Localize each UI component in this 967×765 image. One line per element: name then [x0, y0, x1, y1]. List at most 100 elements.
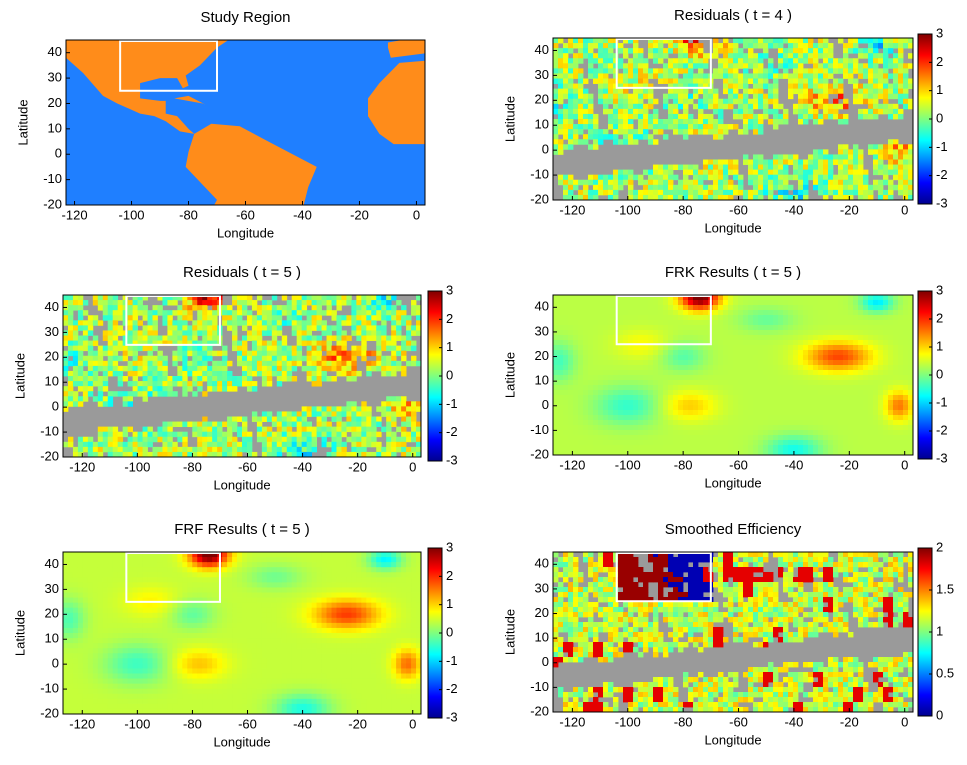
heatmap-cell: [227, 386, 232, 391]
heatmap-cell: [638, 129, 643, 134]
heatmap-cell: [386, 437, 391, 442]
heatmap-cell: [643, 300, 648, 305]
heatmap-cell: [788, 420, 793, 425]
heatmap-cell: [698, 190, 703, 195]
heatmap-cell: [798, 345, 803, 350]
heatmap-cell: [733, 375, 738, 380]
heatmap-cell: [673, 48, 678, 53]
heatmap-cell: [668, 430, 673, 435]
heatmap-cell: [758, 415, 763, 420]
heatmap-cell: [578, 114, 583, 119]
heatmap-cell: [118, 300, 123, 305]
heatmap-cell: [588, 380, 593, 385]
heatmap-cell: [768, 43, 773, 48]
heatmap-cell: [803, 160, 808, 165]
heatmap-cell: [98, 442, 103, 447]
heatmap-cell: [718, 129, 723, 134]
heatmap-cell: [853, 63, 858, 68]
heatmap-cell: [628, 405, 633, 410]
heatmap-cell: [713, 355, 718, 360]
heatmap-cell: [728, 185, 733, 190]
heatmap-cell: [257, 356, 262, 361]
heatmap-cell: [237, 432, 242, 437]
heatmap-cell: [783, 114, 788, 119]
heatmap-cell: [818, 160, 823, 165]
heatmap-cell: [593, 390, 598, 395]
heatmap-cell: [793, 405, 798, 410]
heatmap-cell: [628, 300, 633, 305]
heatmap-cell: [813, 58, 818, 63]
heatmap-cell: [73, 346, 78, 351]
heatmap-cell: [133, 356, 138, 361]
heatmap-cell: [83, 356, 88, 361]
heatmap-cell: [893, 160, 898, 165]
heatmap-cell: [698, 385, 703, 390]
heatmap-cell: [888, 89, 893, 94]
heatmap-cell: [648, 330, 653, 335]
heatmap-cell: [693, 370, 698, 375]
heatmap-cell: [698, 440, 703, 445]
heatmap-cell: [603, 180, 608, 185]
heatmap-cell: [603, 94, 608, 99]
heatmap-cell: [287, 447, 292, 452]
heatmap-cell: [307, 406, 312, 411]
heatmap-cell: [133, 310, 138, 315]
heatmap-cell: [808, 325, 813, 330]
heatmap-cell: [743, 405, 748, 410]
heatmap-cell: [578, 335, 583, 340]
heatmap-cell: [648, 124, 653, 129]
heatmap-cell: [583, 430, 588, 435]
heatmap-cell: [703, 325, 708, 330]
heatmap-cell: [202, 447, 207, 452]
heatmap-cell: [172, 330, 177, 335]
heatmap-cell: [623, 320, 628, 325]
heatmap-cell: [391, 422, 396, 427]
heatmap-cell: [336, 411, 341, 416]
heatmap-cell: [638, 390, 643, 395]
heatmap-cell: [63, 442, 68, 447]
heatmap-cell: [898, 48, 903, 53]
heatmap-cell: [813, 149, 818, 154]
heatmap-cell: [172, 447, 177, 452]
heatmap-cell: [898, 165, 903, 170]
heatmap-cell: [733, 175, 738, 180]
heatmap-cell: [748, 390, 753, 395]
heatmap-cell: [341, 320, 346, 325]
heatmap-cell: [713, 180, 718, 185]
heatmap-cell: [803, 310, 808, 315]
heatmap-cell: [748, 89, 753, 94]
heatmap-cell: [728, 68, 733, 73]
heatmap-cell: [733, 68, 738, 73]
heatmap-cell: [653, 365, 658, 370]
heatmap-cell: [573, 315, 578, 320]
heatmap-cell: [608, 134, 613, 139]
heatmap-cell: [307, 376, 312, 381]
heatmap-cell: [848, 180, 853, 185]
heatmap-cell: [73, 391, 78, 396]
heatmap-cell: [713, 380, 718, 385]
heatmap-cell: [588, 109, 593, 114]
heatmap-cell: [653, 114, 658, 119]
heatmap-cell: [598, 330, 603, 335]
heatmap-cell: [643, 445, 648, 450]
heatmap-cell: [768, 345, 773, 350]
heatmap-cell: [628, 325, 633, 330]
heatmap-cell: [628, 104, 633, 109]
heatmap-cell: [336, 442, 341, 447]
heatmap-cell: [723, 435, 728, 440]
heatmap-cell: [573, 129, 578, 134]
heatmap-cell: [553, 355, 558, 360]
heatmap-cell: [633, 320, 638, 325]
heatmap-cell: [763, 440, 768, 445]
heatmap-cell: [618, 43, 623, 48]
heatmap-cell: [252, 336, 257, 341]
heatmap-cell: [808, 415, 813, 420]
heatmap-cell: [73, 356, 78, 361]
heatmap-cell: [396, 310, 401, 315]
heatmap-cell: [73, 295, 78, 300]
heatmap-cell: [366, 295, 371, 300]
heatmap-cell: [608, 335, 613, 340]
heatmap-cell: [788, 365, 793, 370]
heatmap-cell: [553, 440, 558, 445]
heatmap-cell: [262, 320, 267, 325]
